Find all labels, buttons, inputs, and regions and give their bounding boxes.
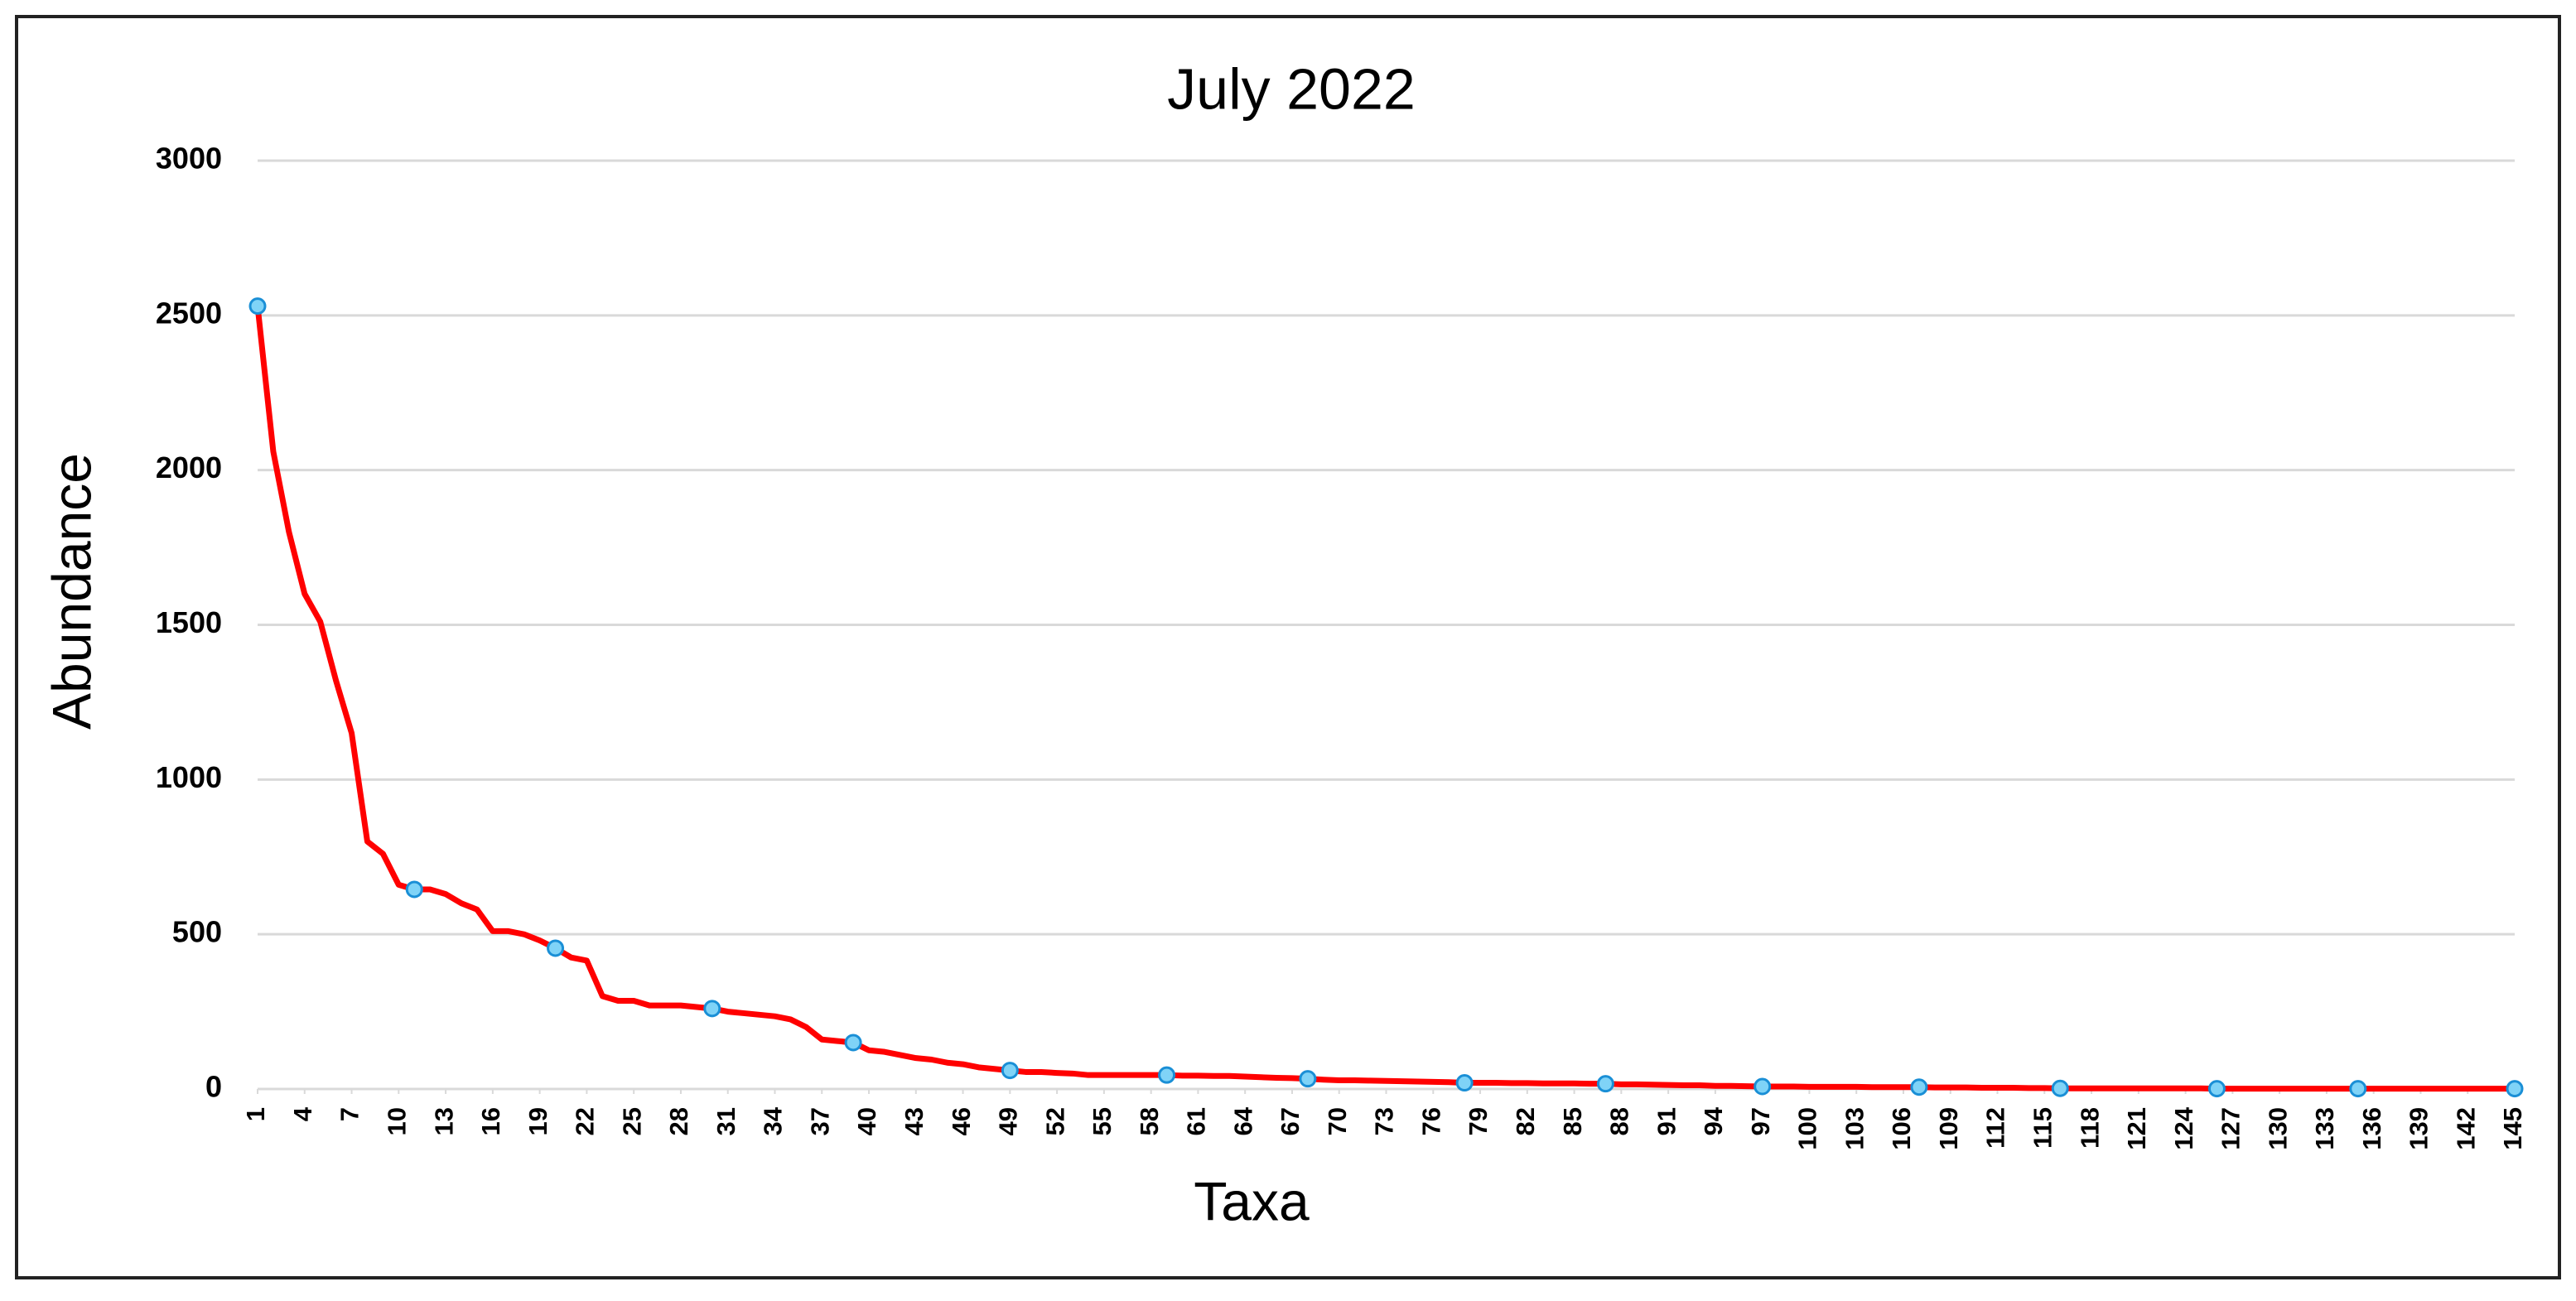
data-point [1910, 1078, 1928, 1096]
x-tick-label: 130 [2263, 1107, 2292, 1150]
x-tick-label: 142 [2451, 1107, 2480, 1150]
x-tick-label: 109 [1934, 1107, 1963, 1150]
x-tick-label: 46 [947, 1107, 976, 1135]
x-tick-label: 91 [1652, 1107, 1681, 1135]
y-tick-label: 3000 [156, 142, 222, 176]
data-point [248, 297, 267, 316]
x-tick-label: 31 [712, 1107, 740, 1135]
data-point [1158, 1066, 1176, 1084]
chart-frame [15, 15, 2561, 1279]
x-tick-label: 136 [2357, 1107, 2386, 1150]
y-tick-label: 0 [205, 1070, 222, 1104]
y-tick-label: 2000 [156, 451, 222, 484]
y-tick-label: 1000 [156, 760, 222, 794]
x-tick-label: 145 [2498, 1107, 2527, 1150]
x-tick-label: 28 [664, 1107, 693, 1135]
y-tick-label: 2500 [156, 296, 222, 330]
x-tick-label: 34 [759, 1106, 788, 1135]
x-tick-label: 73 [1370, 1107, 1399, 1135]
x-tick-label: 115 [2028, 1107, 2057, 1149]
x-tick-label: 88 [1605, 1107, 1634, 1135]
x-tick-label: 76 [1416, 1107, 1445, 1135]
x-tick-label: 55 [1088, 1107, 1117, 1135]
data-point [547, 939, 565, 957]
data-line [254, 306, 2515, 1092]
data-point [1001, 1062, 1019, 1080]
data-point [2207, 1080, 2226, 1098]
x-tick-label: 10 [383, 1107, 412, 1135]
x-tick-label: 94 [1699, 1106, 1728, 1135]
x-tick-label: 52 [1040, 1107, 1069, 1135]
x-tick-label: 58 [1135, 1107, 1164, 1135]
x-tick-label: 97 [1746, 1107, 1775, 1135]
x-tick-label: 79 [1464, 1107, 1493, 1135]
x-tick-label: 37 [805, 1107, 834, 1135]
y-axis-label: Abundance [41, 453, 102, 730]
x-tick-label: 43 [900, 1107, 929, 1135]
data-point [844, 1034, 862, 1052]
x-tick-label: 106 [1887, 1107, 1916, 1150]
x-tick-label: 124 [2169, 1106, 2198, 1149]
data-point [405, 880, 423, 899]
x-tick-label: 133 [2310, 1107, 2339, 1150]
x-tick-label: 61 [1182, 1107, 1211, 1135]
data-point [2506, 1080, 2524, 1098]
x-tick-label: 82 [1511, 1107, 1540, 1135]
x-tick-label: 13 [429, 1107, 458, 1135]
data-point [1754, 1077, 1772, 1096]
y-tick-label: 1500 [156, 605, 222, 639]
x-tick-label: 64 [1228, 1106, 1257, 1135]
data-point [2349, 1080, 2367, 1098]
x-tick-label: 118 [2075, 1107, 2104, 1149]
x-tick-label: 139 [2405, 1107, 2434, 1150]
x-tick-label: 7 [335, 1107, 364, 1121]
x-tick-label: 103 [1840, 1107, 1869, 1150]
x-tick-label: 25 [617, 1107, 646, 1135]
data-point [703, 1000, 721, 1018]
x-tick-label: 121 [2122, 1107, 2151, 1150]
x-tick-label: 16 [476, 1107, 505, 1135]
x-tick-label: 67 [1276, 1107, 1305, 1135]
x-tick-label: 85 [1558, 1107, 1587, 1135]
x-tick-label: 40 [852, 1107, 881, 1135]
x-tick-label: 70 [1323, 1107, 1352, 1135]
x-tick-label: 100 [1793, 1107, 1822, 1150]
data-point [1299, 1070, 1317, 1088]
x-tick-label: 19 [523, 1107, 552, 1135]
data-point [2051, 1079, 2069, 1097]
x-axis-label: Taxa [1194, 1170, 1310, 1231]
x-tick-label: 1 [241, 1107, 270, 1121]
x-tick-label: 4 [288, 1106, 317, 1121]
x-tick-label: 49 [994, 1107, 1023, 1135]
x-tick-label: 22 [571, 1107, 600, 1135]
chart-title: July 2022 [1167, 56, 1416, 121]
x-tick-label: 112 [1981, 1107, 2010, 1149]
x-tick-label: 127 [2217, 1107, 2246, 1150]
data-point [1596, 1075, 1614, 1093]
y-tick-label: 500 [172, 915, 222, 949]
data-point [1455, 1074, 1474, 1092]
